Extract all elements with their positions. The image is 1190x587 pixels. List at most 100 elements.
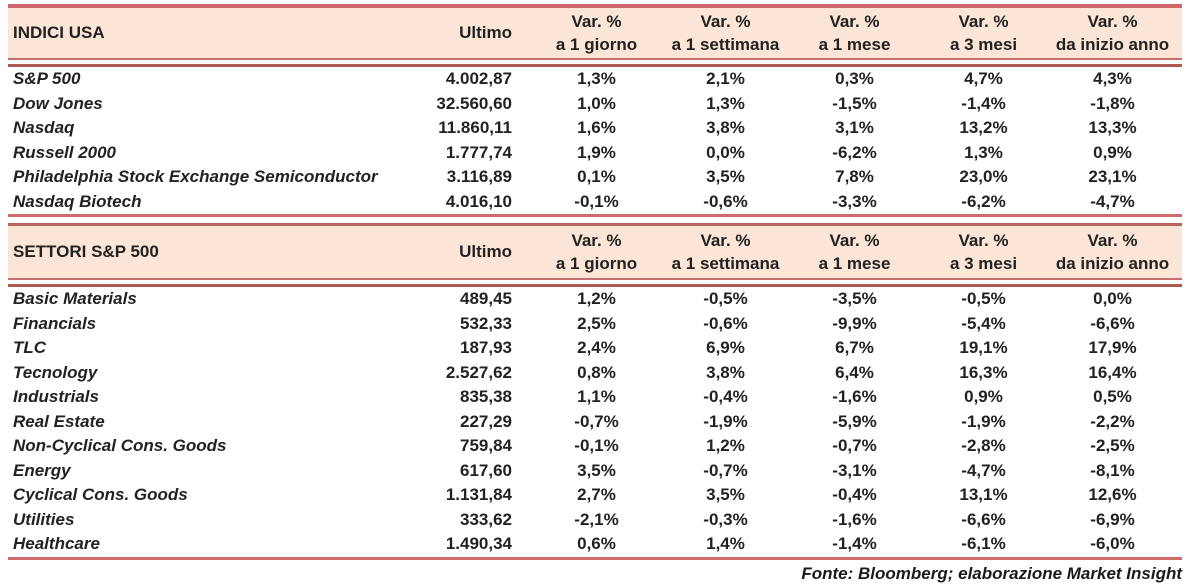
var-value: -3,1%	[832, 460, 877, 480]
var-value: 1,4%	[706, 534, 745, 554]
row-label: Non-Cyclical Cons. Goods	[13, 436, 227, 456]
var-value: 17,9%	[1088, 338, 1137, 358]
table-row: Cyclical Cons. Goods 1.131,84 2,7% 3,5% …	[8, 483, 1182, 508]
var-header-line1: Var. %	[571, 12, 622, 31]
var-value: 1,1%	[577, 387, 616, 407]
var-header-line2: a 1 mese	[818, 254, 891, 273]
row-label: Nasdaq Biotech	[13, 191, 142, 211]
row-label: Industrials	[13, 387, 99, 407]
var-value: 0,6%	[577, 534, 616, 554]
var-header-line2: a 3 mesi	[949, 254, 1018, 273]
var-value: -0,5%	[703, 289, 748, 309]
table-row: Energy 617,60 3,5% -0,7% -3,1% -4,7% -8,…	[8, 459, 1182, 484]
row-label: Energy	[13, 460, 71, 480]
var-value: 3,5%	[577, 460, 616, 480]
ultimo-value: 1.777,74	[445, 142, 512, 162]
var-value: 0,0%	[1093, 289, 1132, 309]
table-row: Utilities 333,62 -2,1% -0,3% -1,6% -6,6%…	[8, 508, 1182, 533]
header-double-rule	[8, 58, 1182, 67]
table-top-rule	[8, 4, 1182, 8]
var-header-line2: a 1 settimana	[671, 254, 780, 273]
table-title: INDICI USA	[13, 23, 105, 42]
var-value: 1,3%	[964, 142, 1003, 162]
var-header-line1: Var. %	[1087, 231, 1138, 250]
var-value: -4,7%	[1090, 191, 1135, 211]
var-value: 0,8%	[577, 362, 616, 382]
var-value: -1,6%	[832, 387, 877, 407]
var-value: -1,9%	[961, 411, 1006, 431]
var-header-line1: Var. %	[571, 231, 622, 250]
var-value: 0,0%	[706, 142, 745, 162]
row-label: Cyclical Cons. Goods	[13, 485, 188, 505]
var-header-line1: Var. %	[700, 231, 751, 250]
var-value: 3,5%	[706, 167, 745, 187]
row-label: Russell 2000	[13, 142, 117, 162]
row-label: Utilities	[13, 509, 75, 529]
var-value: -2,2%	[1090, 411, 1135, 431]
var-header-line1: Var. %	[958, 231, 1009, 250]
var-value: 2,4%	[577, 338, 616, 358]
ultimo-value: 3.116,89	[446, 167, 512, 187]
var-value: -3,3%	[832, 191, 877, 211]
table-row: Real Estate 227,29 -0,7% -1,9% -5,9% -1,…	[8, 410, 1182, 435]
var-header-line2: a 1 giorno	[555, 35, 638, 54]
var-column-header: Var. % da inizio anno	[1048, 226, 1177, 278]
table-row: Non-Cyclical Cons. Goods 759,84 -0,1% 1,…	[8, 434, 1182, 459]
var-value: -5,4%	[961, 313, 1006, 333]
var-value: 1,0%	[577, 93, 616, 113]
var-value: 1,3%	[577, 69, 616, 89]
var-value: -0,6%	[703, 313, 748, 333]
ultimo-value: 835,38	[460, 387, 512, 407]
table-row: Industrials 835,38 1,1% -0,4% -1,6% 0,9%…	[8, 385, 1182, 410]
table-row: TLC 187,93 2,4% 6,9% 6,7% 19,1% 17,9%	[8, 336, 1182, 361]
var-value: 3,8%	[706, 118, 745, 138]
ultimo-value: 4.016,10	[445, 191, 512, 211]
var-value: 3,5%	[706, 485, 745, 505]
var-value: -6,2%	[961, 191, 1006, 211]
ultimo-value: 1.131,84	[445, 485, 512, 505]
var-value: 23,1%	[1088, 167, 1137, 187]
var-value: 23,0%	[959, 167, 1008, 187]
var-value: -0,6%	[703, 191, 748, 211]
row-label: Healthcare	[13, 534, 100, 554]
var-column-header: Var. % a 1 giorno	[532, 226, 661, 278]
table-row: Basic Materials 489,45 1,2% -0,5% -3,5% …	[8, 287, 1182, 312]
ultimo-value: 32.560,60	[436, 93, 512, 113]
var-value: -3,5%	[832, 289, 877, 309]
var-header-line2: a 1 mese	[818, 35, 891, 54]
row-label: Real Estate	[13, 411, 105, 431]
ultimo-value: 333,62	[460, 509, 512, 529]
var-value: -1,8%	[1090, 93, 1135, 113]
var-value: 1,3%	[706, 93, 745, 113]
var-value: -1,4%	[832, 534, 877, 554]
var-value: 0,5%	[1093, 387, 1132, 407]
var-value: 12,6%	[1088, 485, 1137, 505]
var-header-line1: Var. %	[829, 12, 880, 31]
var-value: -0,4%	[832, 485, 877, 505]
table-header-row: INDICI USA Ultimo Var. % a 1 giorno Var.…	[8, 8, 1182, 58]
ultimo-value: 227,29	[460, 411, 512, 431]
var-column-header: Var. % a 3 mesi	[919, 8, 1048, 58]
table-row: Healthcare 1.490,34 0,6% 1,4% -1,4% -6,1…	[8, 532, 1182, 557]
var-value: -0,1%	[574, 191, 619, 211]
var-value: 13,3%	[1088, 118, 1137, 138]
var-value: 1,9%	[577, 142, 616, 162]
var-value: 0,1%	[577, 167, 616, 187]
var-value: -0,7%	[703, 460, 748, 480]
var-column-header: Var. % a 3 mesi	[919, 226, 1048, 278]
table-header-row: SETTORI S&P 500 Ultimo Var. % a 1 giorno…	[8, 226, 1182, 278]
row-label: Basic Materials	[13, 289, 137, 309]
var-column-header: Var. % a 1 mese	[790, 226, 919, 278]
var-value: -8,1%	[1090, 460, 1135, 480]
var-value: 19,1%	[959, 338, 1008, 358]
var-value: -0,3%	[703, 509, 748, 529]
var-value: -1,5%	[832, 93, 877, 113]
var-column-header: Var. % a 1 giorno	[532, 8, 661, 58]
var-value: 2,7%	[577, 485, 616, 505]
var-header-line1: Var. %	[829, 231, 880, 250]
ultimo-value: 489,45	[460, 289, 512, 309]
ultimo-value: 759,84	[460, 436, 512, 456]
var-value: -0,5%	[961, 289, 1006, 309]
var-value: 7,8%	[835, 167, 874, 187]
var-column-header: Var. % a 1 settimana	[661, 226, 790, 278]
